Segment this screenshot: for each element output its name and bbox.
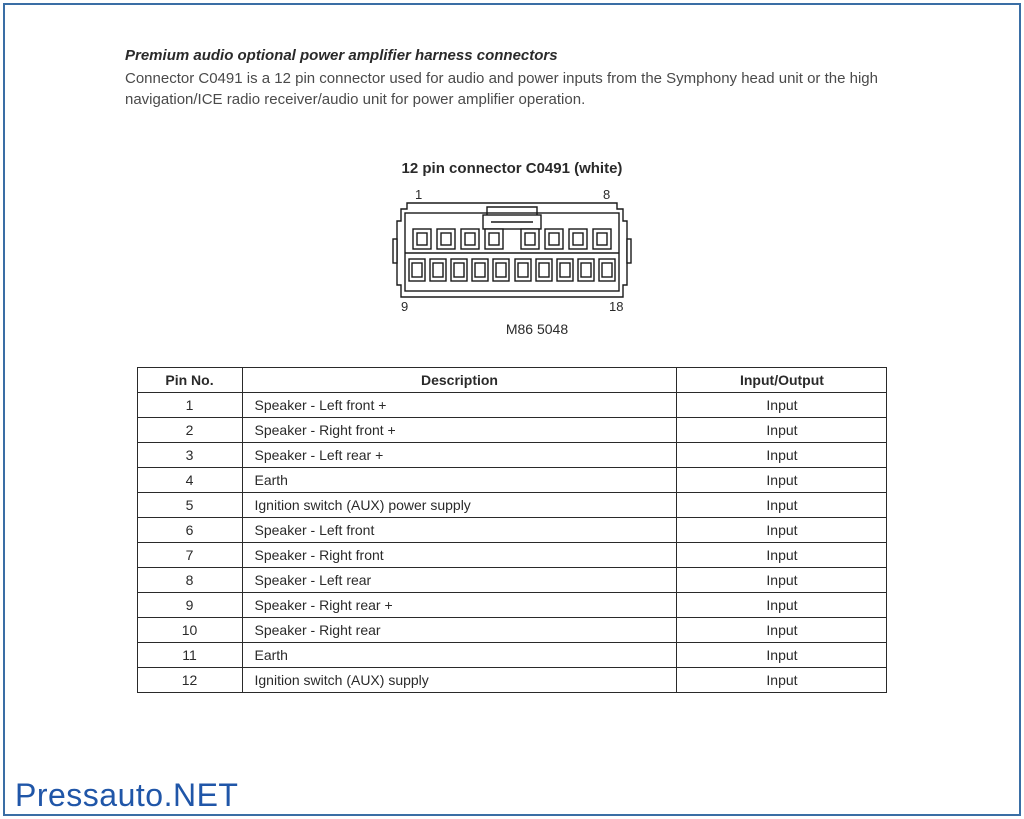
pin-label-top-right: 8: [603, 187, 610, 202]
cell-pin: 9: [137, 593, 242, 618]
table-header-io: Input/Output: [677, 368, 887, 393]
table-header-desc: Description: [242, 368, 677, 393]
cell-description: Speaker - Left rear +: [242, 443, 677, 468]
table-row: 6Speaker - Left frontInput: [137, 518, 887, 543]
cell-description: Ignition switch (AUX) supply: [242, 668, 677, 693]
pin-label-top-left: 1: [415, 187, 422, 202]
cell-io: Input: [677, 618, 887, 643]
section-description: Connector C0491 is a 12 pin connector us…: [125, 68, 929, 110]
table-row: 8Speaker - Left rearInput: [137, 568, 887, 593]
watermark: Pressauto.NET: [15, 777, 238, 814]
table-row: 7Speaker - Right frontInput: [137, 543, 887, 568]
cell-description: Earth: [242, 468, 677, 493]
cell-io: Input: [677, 443, 887, 468]
table-header-pin: Pin No.: [137, 368, 242, 393]
cell-pin: 3: [137, 443, 242, 468]
table-row: 5Ignition switch (AUX) power supplyInput: [137, 493, 887, 518]
cell-description: Earth: [242, 643, 677, 668]
cell-description: Ignition switch (AUX) power supply: [242, 493, 677, 518]
cell-description: Speaker - Right rear +: [242, 593, 677, 618]
cell-io: Input: [677, 543, 887, 568]
cell-description: Speaker - Left front: [242, 518, 677, 543]
table-row: 1Speaker - Left front +Input: [137, 393, 887, 418]
cell-description: Speaker - Right rear: [242, 618, 677, 643]
pin-label-bottom-right: 18: [609, 299, 623, 314]
cell-io: Input: [677, 393, 887, 418]
table-row: 3Speaker - Left rear +Input: [137, 443, 887, 468]
cell-description: Speaker - Left rear: [242, 568, 677, 593]
connector-diagram: 1 8 9 18: [387, 185, 637, 315]
section-title: Premium audio optional power amplifier h…: [125, 45, 929, 66]
pinout-table-body: 1Speaker - Left front +Input2Speaker - R…: [137, 393, 887, 693]
cell-pin: 7: [137, 543, 242, 568]
connector-label: 12 pin connector C0491 (white): [65, 160, 959, 177]
connector-diagram-block: 12 pin connector C0491 (white) 1 8 9 18: [65, 160, 959, 337]
cell-description: Speaker - Left front +: [242, 393, 677, 418]
cell-pin: 6: [137, 518, 242, 543]
cell-io: Input: [677, 468, 887, 493]
cell-pin: 11: [137, 643, 242, 668]
table-row: 4EarthInput: [137, 468, 887, 493]
pin-label-bottom-left: 9: [401, 299, 408, 314]
cell-io: Input: [677, 643, 887, 668]
content-area: Premium audio optional power amplifier h…: [5, 5, 1019, 713]
pinout-table: Pin No. Description Input/Output 1Speake…: [137, 367, 888, 693]
cell-io: Input: [677, 568, 887, 593]
cell-io: Input: [677, 518, 887, 543]
cell-description: Speaker - Right front +: [242, 418, 677, 443]
cell-pin: 2: [137, 418, 242, 443]
cell-description: Speaker - Right front: [242, 543, 677, 568]
cell-pin: 5: [137, 493, 242, 518]
connector-part-number: M86 5048: [115, 321, 959, 337]
cell-io: Input: [677, 668, 887, 693]
table-row: 2Speaker - Right front +Input: [137, 418, 887, 443]
header-block: Premium audio optional power amplifier h…: [125, 45, 929, 110]
page-frame: Premium audio optional power amplifier h…: [3, 3, 1021, 816]
cell-io: Input: [677, 493, 887, 518]
cell-pin: 12: [137, 668, 242, 693]
cell-pin: 10: [137, 618, 242, 643]
table-row: 11EarthInput: [137, 643, 887, 668]
cell-io: Input: [677, 593, 887, 618]
cell-pin: 4: [137, 468, 242, 493]
table-row: 9Speaker - Right rear +Input: [137, 593, 887, 618]
cell-pin: 8: [137, 568, 242, 593]
cell-pin: 1: [137, 393, 242, 418]
table-header-row: Pin No. Description Input/Output: [137, 368, 887, 393]
table-row: 10Speaker - Right rearInput: [137, 618, 887, 643]
table-row: 12Ignition switch (AUX) supplyInput: [137, 668, 887, 693]
cell-io: Input: [677, 418, 887, 443]
